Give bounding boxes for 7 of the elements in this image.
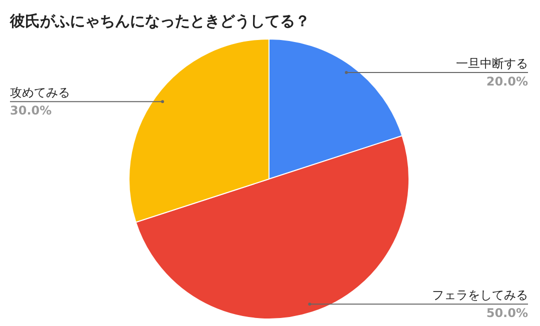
- slice-label: フェラをしてみる: [432, 288, 528, 302]
- data-label: 50.0%: [486, 306, 528, 320]
- slice-label: 攻めてみる: [10, 86, 70, 100]
- data-label: 30.0%: [10, 104, 52, 118]
- data-label: 20.0%: [486, 74, 528, 89]
- chart-title: 彼氏がふにゃちんになったときどうしてる？: [9, 12, 310, 30]
- slice-label: 一旦中断する: [456, 56, 528, 71]
